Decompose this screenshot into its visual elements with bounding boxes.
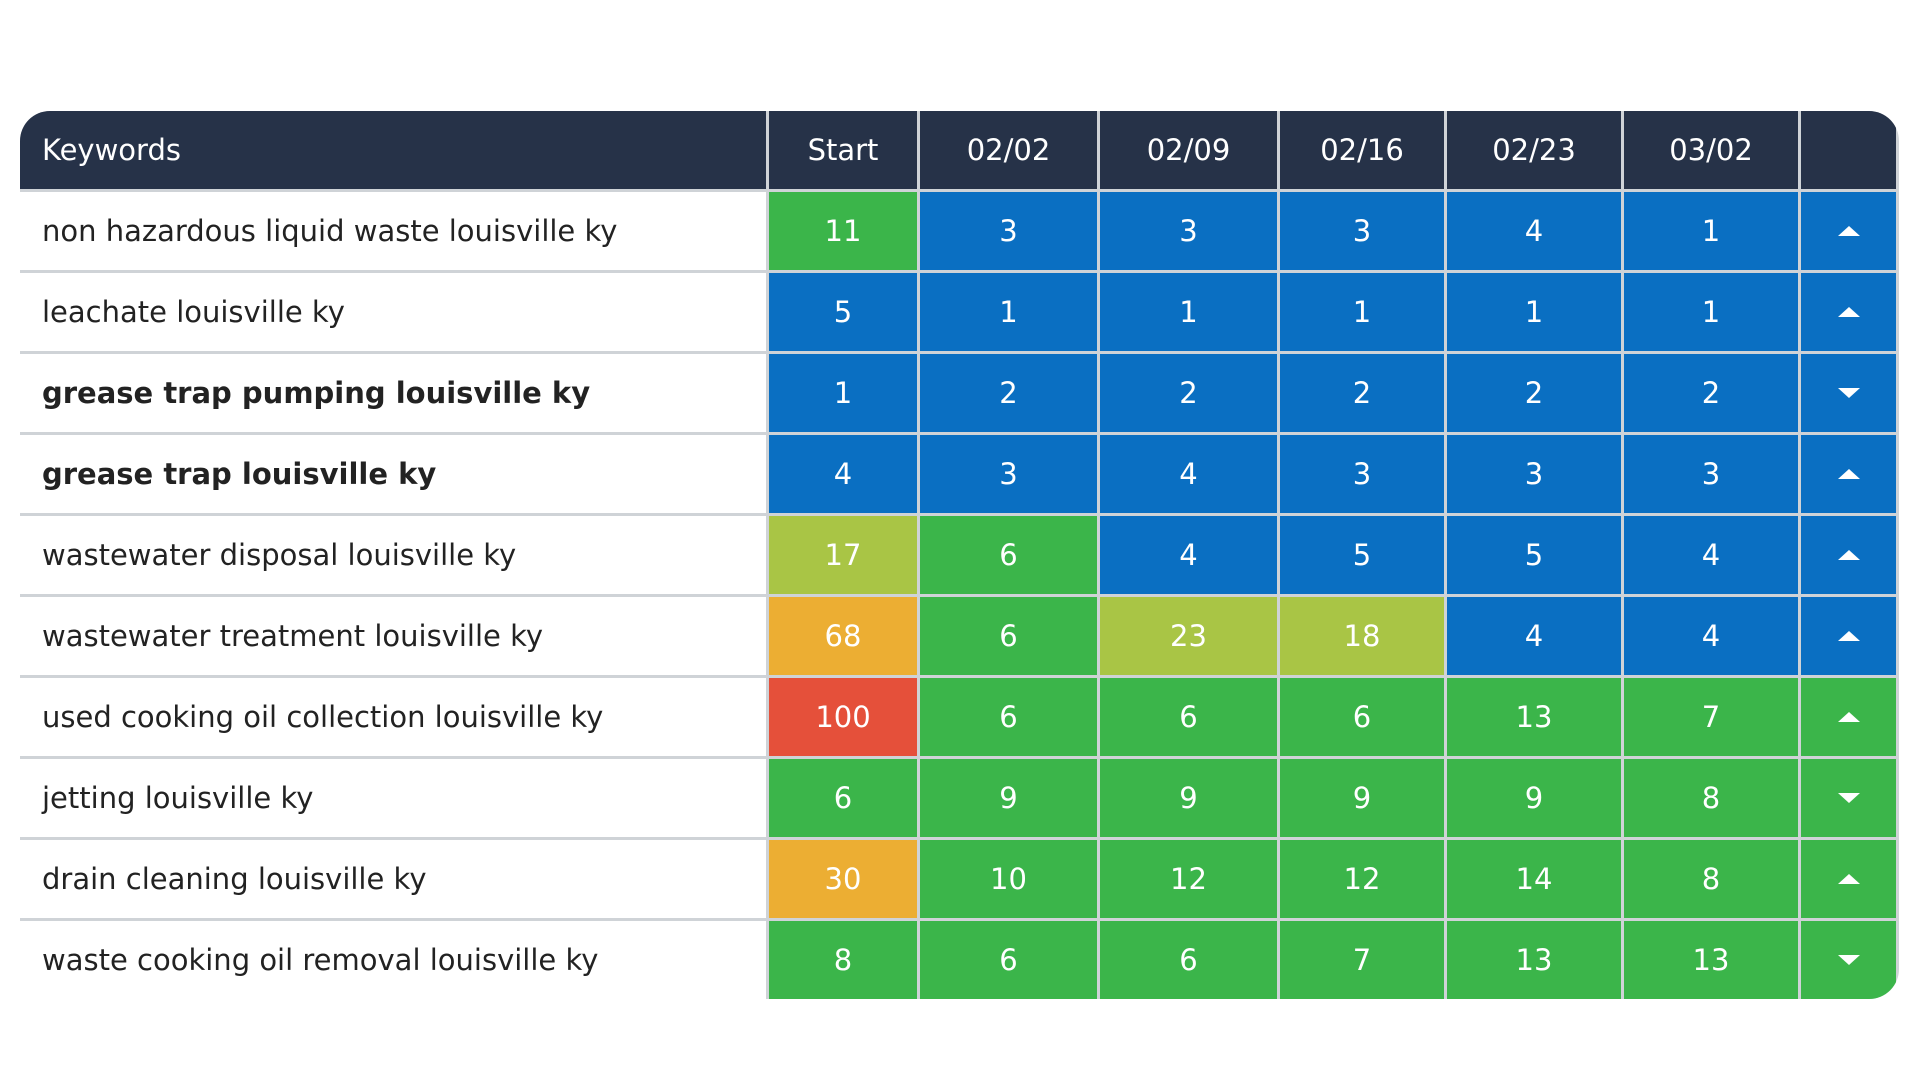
ranking-table: Keywords Start 02/02 02/09 02/16 02/23 03/02 no… (20, 111, 1899, 999)
trend-icon (1837, 307, 1860, 317)
rank-cell: 68 (769, 597, 917, 675)
keyword: used cooking oil collection louisville k… (20, 678, 766, 756)
rank-cell: 1 (1624, 192, 1798, 270)
rank-cell: 9 (1100, 759, 1277, 837)
trend-arrow (1801, 840, 1896, 918)
trend-arrow (1801, 678, 1896, 756)
rank-cell: 14 (1447, 840, 1621, 918)
rank-cell: 30 (769, 840, 917, 918)
rank-cell: 13 (1624, 921, 1798, 999)
rank-cell: 8 (1624, 840, 1798, 918)
rank-cell: 1 (1280, 273, 1444, 351)
rank-cell: 5 (1447, 516, 1621, 594)
rank-cell: 8 (1624, 759, 1798, 837)
rank-cell: 4 (769, 435, 917, 513)
rank-cell: 1 (1447, 273, 1621, 351)
trend-arrow (1801, 273, 1896, 351)
trend-icon (1837, 712, 1860, 722)
keyword: waste cooking oil removal louisville ky (20, 921, 766, 999)
rank-cell: 100 (769, 678, 917, 756)
keyword: leachate louisville ky (20, 273, 766, 351)
trend-icon (1837, 631, 1860, 641)
header-cell: 03/02 (1624, 111, 1798, 189)
rank-cell: 5 (769, 273, 917, 351)
trend-arrow (1801, 516, 1896, 594)
header-cell (1801, 111, 1896, 189)
header-cell: Keywords (20, 111, 766, 189)
rank-cell: 2 (1280, 354, 1444, 432)
rank-cell: 10 (920, 840, 1097, 918)
rank-cell: 7 (1624, 678, 1798, 756)
rank-cell: 7 (1280, 921, 1444, 999)
rank-cell: 2 (1100, 354, 1277, 432)
rank-cell: 4 (1447, 597, 1621, 675)
rank-cell: 4 (1100, 516, 1277, 594)
rank-cell: 2 (920, 354, 1097, 432)
header-cell: 02/23 (1447, 111, 1621, 189)
trend-icon (1837, 550, 1860, 560)
trend-arrow (1801, 435, 1896, 513)
rank-cell: 6 (1100, 678, 1277, 756)
rank-cell: 3 (1280, 192, 1444, 270)
rank-cell: 4 (1100, 435, 1277, 513)
keyword: wastewater treatment louisville ky (20, 597, 766, 675)
header-cell: 02/09 (1100, 111, 1277, 189)
rank-cell: 4 (1624, 597, 1798, 675)
keyword: grease trap louisville ky (20, 435, 766, 513)
rank-cell: 8 (769, 921, 917, 999)
trend-icon (1837, 469, 1860, 479)
keyword: wastewater disposal louisville ky (20, 516, 766, 594)
rank-cell: 5 (1280, 516, 1444, 594)
header-cell: 02/16 (1280, 111, 1444, 189)
rank-cell: 6 (920, 678, 1097, 756)
trend-arrow (1801, 192, 1896, 270)
keyword: grease trap pumping louisville ky (20, 354, 766, 432)
keyword: jetting louisville ky (20, 759, 766, 837)
header-cell: 02/02 (920, 111, 1097, 189)
rank-cell: 2 (1624, 354, 1798, 432)
rank-cell: 9 (920, 759, 1097, 837)
rank-cell: 9 (1280, 759, 1444, 837)
rank-cell: 3 (920, 192, 1097, 270)
trend-icon (1837, 388, 1860, 398)
rank-cell: 6 (1100, 921, 1277, 999)
header-cell: Start (769, 111, 917, 189)
rank-cell: 1 (1100, 273, 1277, 351)
rank-cell: 6 (1280, 678, 1444, 756)
rank-cell: 13 (1447, 921, 1621, 999)
rank-cell: 1 (1624, 273, 1798, 351)
rank-cell: 3 (1280, 435, 1444, 513)
rank-cell: 4 (1447, 192, 1621, 270)
rank-cell: 12 (1280, 840, 1444, 918)
trend-icon (1837, 955, 1860, 965)
rank-cell: 1 (920, 273, 1097, 351)
rank-cell: 1 (769, 354, 917, 432)
rank-cell: 6 (920, 921, 1097, 999)
trend-arrow (1801, 759, 1896, 837)
rank-cell: 6 (769, 759, 917, 837)
rank-cell: 6 (920, 516, 1097, 594)
rank-cell: 3 (920, 435, 1097, 513)
rank-cell: 6 (920, 597, 1097, 675)
trend-arrow (1801, 354, 1896, 432)
rank-cell: 9 (1447, 759, 1621, 837)
rank-cell: 3 (1100, 192, 1277, 270)
rank-cell: 11 (769, 192, 917, 270)
rank-cell: 12 (1100, 840, 1277, 918)
trend-icon (1837, 874, 1860, 884)
rank-cell: 18 (1280, 597, 1444, 675)
rank-cell: 2 (1447, 354, 1621, 432)
rank-cell: 3 (1624, 435, 1798, 513)
trend-icon (1837, 793, 1860, 803)
rank-cell: 23 (1100, 597, 1277, 675)
rank-cell: 17 (769, 516, 917, 594)
rank-cell: 13 (1447, 678, 1621, 756)
rank-cell: 4 (1624, 516, 1798, 594)
trend-arrow (1801, 597, 1896, 675)
trend-arrow (1801, 921, 1896, 999)
rank-cell: 3 (1447, 435, 1621, 513)
keyword: non hazardous liquid waste louisville ky (20, 192, 766, 270)
keyword: drain cleaning louisville ky (20, 840, 766, 918)
trend-icon (1837, 226, 1860, 236)
